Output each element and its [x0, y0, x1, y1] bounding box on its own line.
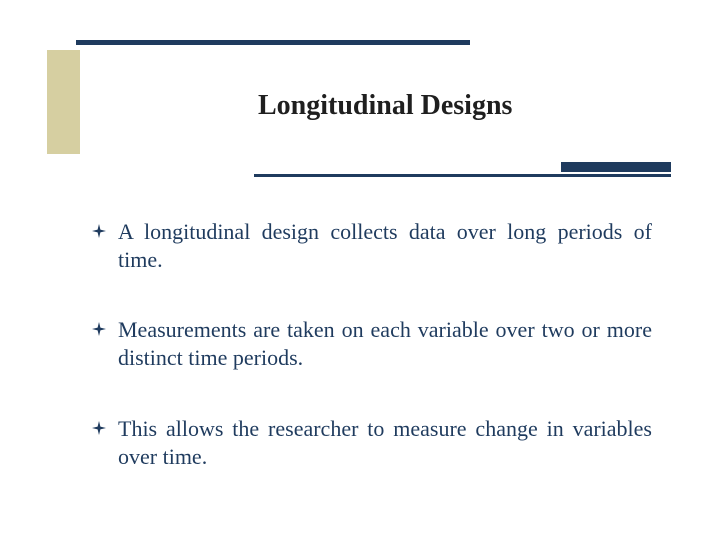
bullet-text: A longitudinal design collects data over…	[118, 218, 652, 274]
four-point-star-icon	[92, 421, 106, 435]
decorative-vertical-bar	[47, 50, 80, 154]
bullet-item: Measurements are taken on each variable …	[92, 316, 652, 372]
four-point-star-icon	[92, 224, 106, 238]
bullet-list: A longitudinal design collects data over…	[92, 218, 652, 513]
slide-title: Longitudinal Designs	[258, 90, 512, 122]
bullet-text: Measurements are taken on each variable …	[118, 316, 652, 372]
four-point-star-icon	[92, 322, 106, 336]
slide: Longitudinal Designs A longitudinal desi…	[0, 0, 720, 540]
mid-rule-thin	[254, 174, 671, 177]
bullet-item: A longitudinal design collects data over…	[92, 218, 652, 274]
bullet-item: This allows the researcher to measure ch…	[92, 415, 652, 471]
bullet-text: This allows the researcher to measure ch…	[118, 415, 652, 471]
mid-rule-thick	[561, 162, 671, 172]
top-horizontal-rule	[76, 40, 470, 45]
